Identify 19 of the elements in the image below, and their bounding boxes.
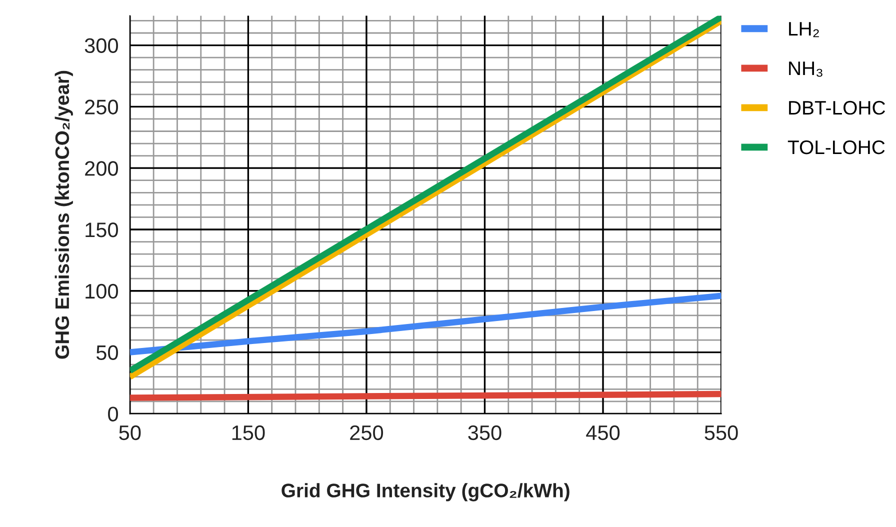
x-tick-label: 450 bbox=[586, 425, 620, 440]
y-tick-label: 50 bbox=[96, 345, 118, 360]
x-axis-title: Grid GHG Intensity (gCO₂/kWh) bbox=[282, 483, 570, 502]
x-tick-label: 50 bbox=[119, 425, 141, 440]
x-tick-label: 250 bbox=[350, 425, 384, 440]
y-tick-label: 0 bbox=[108, 406, 118, 422]
legend-label: TOL-LOHC bbox=[788, 140, 885, 154]
x-tick-label: 350 bbox=[468, 425, 502, 440]
y-tick-label: 250 bbox=[85, 100, 118, 114]
legend-label: NH₃ bbox=[789, 62, 822, 77]
legend-label: DBT-LOHC bbox=[789, 100, 886, 115]
x-tick-label: 150 bbox=[232, 425, 265, 440]
y-tick-label: 100 bbox=[86, 284, 118, 299]
y-tick-label: 150 bbox=[86, 222, 118, 238]
y-tick-label: 200 bbox=[85, 161, 118, 176]
legend-label: LH₂ bbox=[789, 22, 819, 38]
x-tick-label: 550 bbox=[704, 425, 738, 440]
y-tick-label: 300 bbox=[84, 38, 118, 54]
y-axis-title: GHG Emissions (ktonCO₂/year) bbox=[54, 70, 73, 359]
